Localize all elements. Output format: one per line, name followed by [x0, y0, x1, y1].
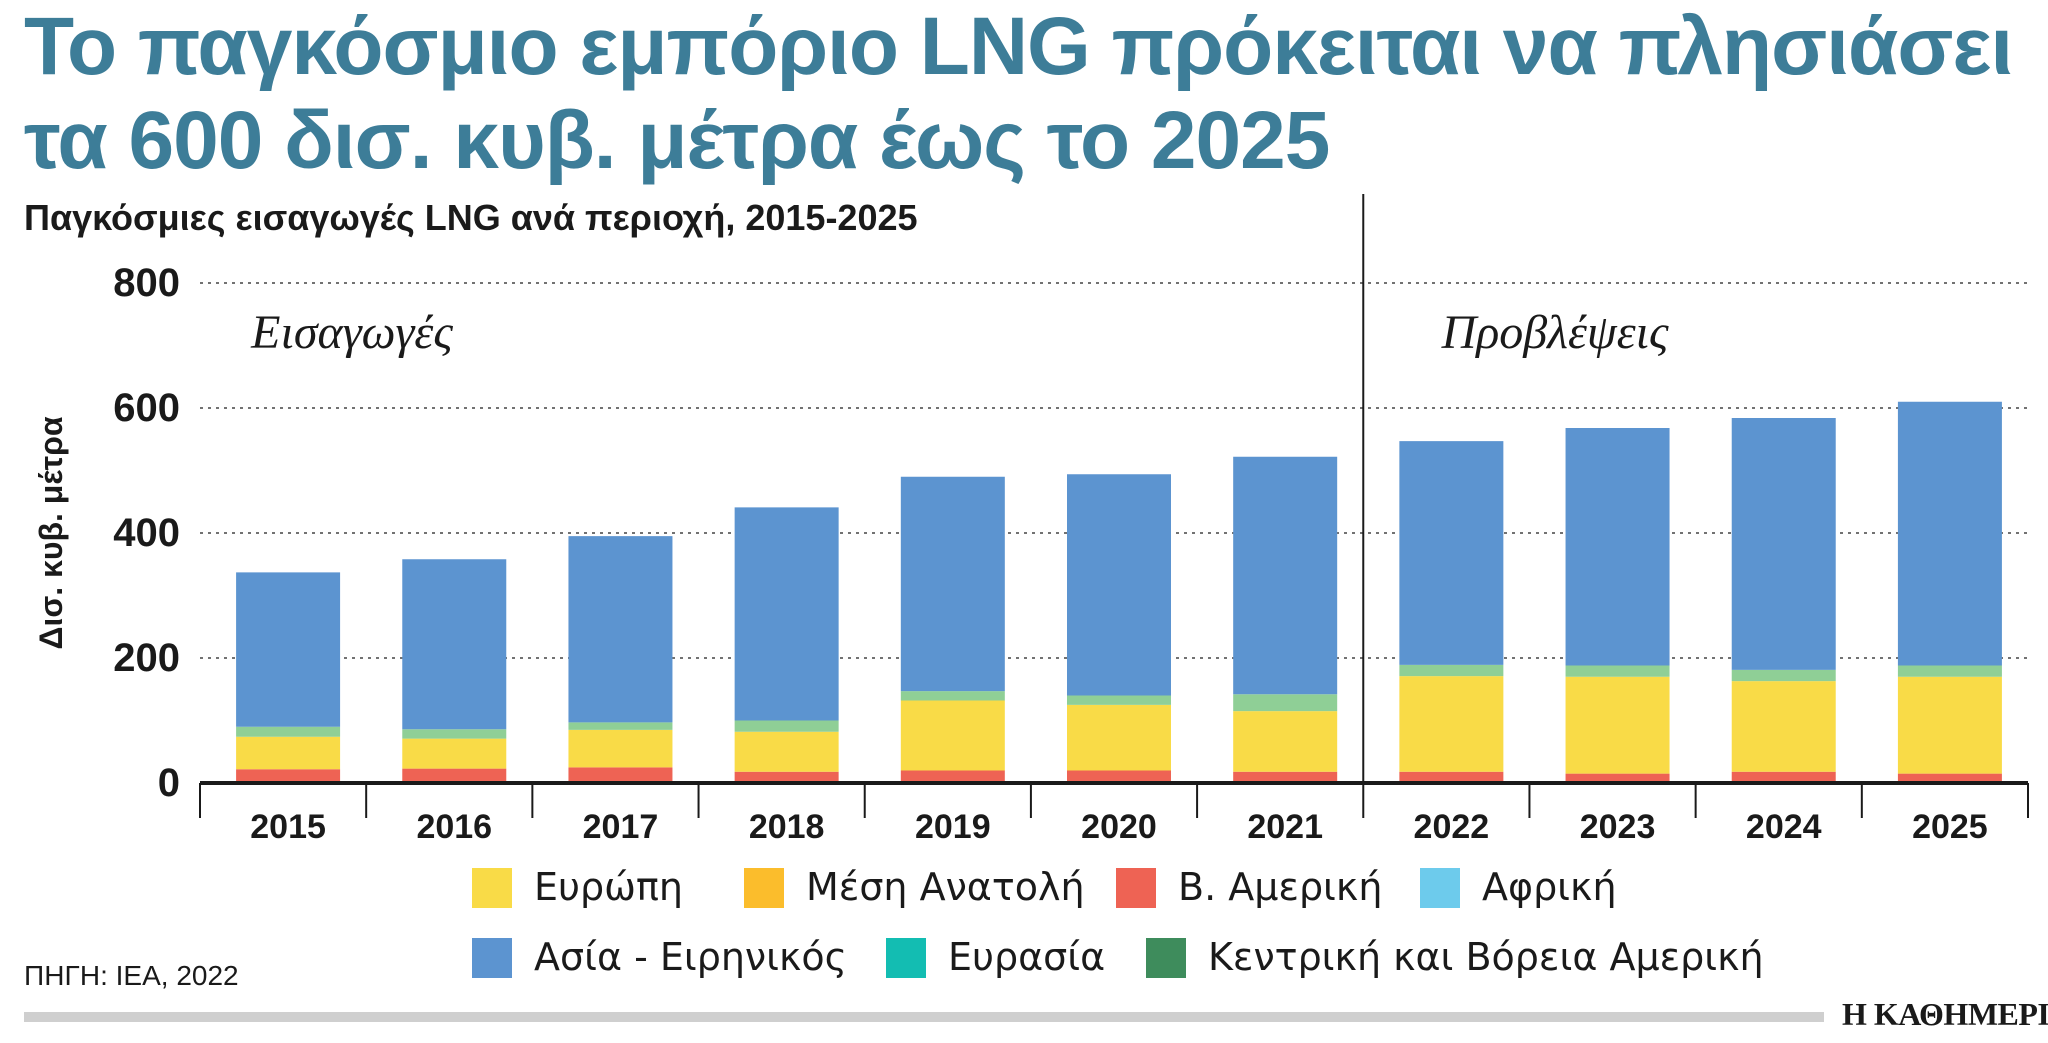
x-tick-label: 2018: [749, 808, 825, 846]
legend-label: Ευρασία: [948, 935, 1105, 979]
legend-swatch: [1420, 868, 1460, 908]
bar-segment-β.-αμερική: [900, 770, 1005, 783]
bar-segment-ασία---ειρηνικός: [236, 572, 341, 727]
x-tick-label: 2022: [1414, 808, 1490, 846]
x-tick-label: 2019: [915, 808, 991, 846]
bar-segment-κεντρική-και-βόρεια-αμερική: [1565, 665, 1670, 677]
bar-segment-β.-αμερική: [1233, 771, 1338, 783]
bar-segment-β.-αμερική: [1731, 771, 1836, 783]
bar-segment-κεντρική-και-βόρεια-αμερική: [1067, 695, 1171, 705]
bar-segment-κεντρική-και-βόρεια-αμερική: [1399, 664, 1504, 677]
bar-segment-β.-αμερική: [734, 771, 839, 783]
legend-label: Αφρική: [1482, 865, 1617, 909]
bar-segment-β.-αμερική: [1897, 773, 2002, 783]
title-line-2: τα 600 δισ. κυβ. μέτρα έως το 2025: [24, 95, 1330, 186]
bar-segment-ευρώπη: [1731, 681, 1836, 772]
legend-swatch: [1116, 868, 1156, 908]
bar-segment-κεντρική-και-βόρεια-αμερική: [1233, 694, 1338, 712]
bar-segment-κεντρική-και-βόρεια-αμερική: [1897, 665, 2002, 677]
bar-segment-β.-αμερική: [568, 767, 673, 783]
bar-segment-ευρώπη: [900, 700, 1005, 771]
bar-segment-ασία---ειρηνικός: [1565, 428, 1670, 666]
y-tick-label: 200: [113, 636, 180, 680]
bar-segment-ευρώπη: [734, 731, 839, 772]
legend-swatch: [744, 868, 784, 908]
y-tick-label: 800: [113, 261, 180, 305]
x-tick-label: 2015: [250, 808, 326, 846]
bar-segment-κεντρική-και-βόρεια-αμερική: [568, 722, 673, 730]
y-tick-label: 0: [158, 761, 180, 805]
legend-swatch: [472, 868, 512, 908]
x-tick-label: 2023: [1580, 808, 1656, 846]
bar-segment-ασία---ειρηνικός: [734, 507, 839, 721]
bar-segment-ασία---ειρηνικός: [1731, 418, 1836, 670]
legend-label: Ασία - Ειρηνικός: [534, 935, 847, 979]
source-note: ΠΗΓΗ: IEA, 2022: [24, 960, 239, 991]
y-axis-label: Δισ. κυβ. μέτρα: [33, 416, 69, 649]
legend-label: Β. Αμερική: [1178, 865, 1382, 909]
bar-segment-β.-αμερική: [1565, 773, 1670, 783]
legend-label: Ευρώπη: [534, 865, 683, 909]
legend-swatch: [886, 938, 926, 978]
bar-segment-ασία---ειρηνικός: [402, 559, 507, 730]
footer-divider: [24, 1012, 1824, 1022]
bar-segment-ευρώπη: [402, 738, 507, 769]
bar-segment-ασία---ειρηνικός: [1897, 401, 2002, 666]
legend-label: Μέση Ανατολή: [806, 865, 1085, 909]
bar-segment-ασία---ειρηνικός: [1399, 441, 1504, 665]
bar-segment-κεντρική-και-βόρεια-αμερική: [734, 720, 839, 732]
bar-segment-ασία---ειρηνικός: [1067, 474, 1171, 696]
bar-segment-ευρώπη: [1399, 676, 1504, 772]
x-tick-label: 2025: [1912, 808, 1988, 846]
bar-segment-ευρώπη: [1565, 676, 1670, 774]
chart-subtitle: Παγκόσμιες εισαγωγές LNG ανά περιοχή, 20…: [24, 197, 918, 238]
annotation-forecasts: Προβλέψεις: [1441, 306, 1669, 359]
bar-segment-ευρώπη: [1233, 711, 1338, 772]
publisher-logo: Η ΚΑΘΗΜΕΡΙΝΗ: [1842, 996, 2048, 1032]
x-tick-label: 2021: [1247, 808, 1323, 846]
legend-swatch: [1146, 938, 1186, 978]
bar-segment-κεντρική-και-βόρεια-αμερική: [402, 729, 507, 739]
bar-segment-ασία---ειρηνικός: [568, 536, 673, 723]
y-tick-label: 400: [113, 511, 180, 555]
bar-segment-κεντρική-και-βόρεια-αμερική: [236, 726, 341, 737]
bar-segment-ασία---ειρηνικός: [1233, 456, 1338, 695]
x-tick-label: 2017: [583, 808, 659, 846]
bar-segment-ευρώπη: [236, 736, 341, 770]
annotation-imports: Εισαγωγές: [250, 306, 453, 359]
bar-segment-ευρώπη: [1067, 704, 1171, 771]
bar-segment-β.-αμερική: [402, 768, 507, 783]
bar-segment-β.-αμερική: [236, 769, 341, 783]
x-tick-label: 2024: [1746, 808, 1822, 846]
bar-segment-κεντρική-και-βόρεια-αμερική: [1731, 669, 1836, 682]
bar-segment-β.-αμερική: [1399, 771, 1504, 783]
x-tick-label: 2016: [416, 808, 492, 846]
title-line-1: Το παγκόσμιο εμπόριο LNG πρόκειται να πλ…: [24, 1, 2013, 92]
bar-segment-ευρώπη: [1897, 676, 2002, 774]
legend-label: Κεντρική και Βόρεια Αμερική: [1208, 935, 1764, 979]
bar-segment-κεντρική-και-βόρεια-αμερική: [900, 691, 1005, 701]
bar-segment-β.-αμερική: [1067, 770, 1171, 783]
bar-segment-ασία---ειρηνικός: [900, 476, 1005, 692]
legend-swatch: [472, 938, 512, 978]
x-tick-label: 2020: [1081, 808, 1157, 846]
y-tick-label: 600: [113, 386, 180, 430]
chart-title: Το παγκόσμιο εμπόριο LNG πρόκειται να πλ…: [24, 0, 2024, 188]
bar-segment-ευρώπη: [568, 729, 673, 768]
